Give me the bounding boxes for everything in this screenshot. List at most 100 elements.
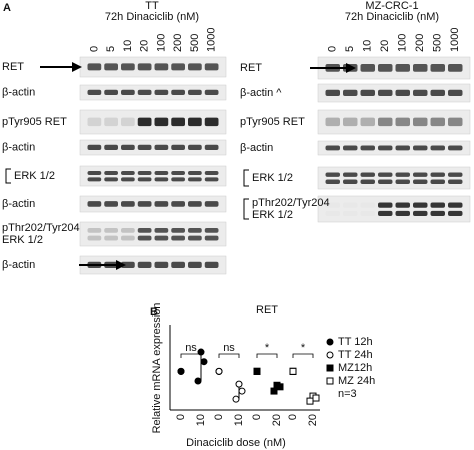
blot-band	[395, 89, 410, 97]
blot-strip	[317, 195, 471, 223]
blot-band	[104, 228, 118, 233]
significance-bracket	[256, 353, 278, 358]
panel-label: B	[150, 306, 158, 318]
dose-label: 5	[105, 46, 117, 52]
blot-band	[204, 261, 219, 269]
blot-band	[137, 177, 152, 182]
dose-label: 10	[122, 40, 134, 52]
dose-label: 20	[379, 40, 391, 52]
blot-band	[104, 171, 118, 175]
legend-marker	[326, 364, 334, 372]
dose-label: 500	[432, 34, 444, 52]
arrow-head	[346, 63, 356, 73]
data-point	[177, 367, 185, 375]
row-label: ERK 1/2	[252, 209, 293, 221]
blot-band	[171, 235, 185, 241]
data-point	[289, 367, 297, 375]
blot-band	[361, 203, 376, 208]
blot-strip	[79, 165, 227, 187]
blot-band	[430, 117, 445, 127]
blot-band	[87, 89, 102, 96]
data-point	[197, 348, 205, 356]
blot-band	[448, 179, 463, 184]
blot-band	[171, 228, 185, 233]
blot-band	[360, 64, 375, 72]
blot-band	[343, 211, 358, 216]
dose-label: 1000	[206, 28, 218, 52]
blot-band	[171, 177, 185, 182]
blot-band	[154, 177, 169, 182]
x-tick-label: 0	[251, 414, 263, 420]
blot-band	[204, 89, 219, 96]
blot-band	[171, 201, 185, 207]
blot-band	[343, 117, 358, 127]
blot-band	[395, 64, 410, 72]
blot-strip	[317, 83, 471, 103]
data-point	[270, 387, 278, 395]
blot-band	[204, 201, 219, 207]
data-point	[238, 387, 246, 395]
blot-band	[104, 235, 118, 241]
blot-band	[137, 261, 152, 269]
blot-band	[188, 201, 202, 207]
treatment: 72h Dinaciclib (nM)	[105, 11, 199, 23]
blot-strip	[79, 109, 227, 135]
blot-band	[121, 63, 135, 71]
dose-label: 5	[344, 46, 356, 52]
blot-band	[188, 117, 202, 127]
blot-band	[395, 117, 410, 127]
blot-strip	[317, 140, 471, 156]
dose-label: 500	[189, 34, 201, 52]
blot-band	[87, 228, 102, 233]
significance-label: ns	[185, 342, 197, 354]
blot-band	[137, 171, 152, 175]
blot-band	[137, 201, 152, 207]
x-tick-label: 10	[195, 414, 207, 426]
blot-band	[361, 211, 376, 216]
row-label: β-actin	[2, 86, 35, 98]
blot-strip	[79, 139, 227, 156]
row-label: pThr202/Tyr204	[252, 197, 330, 209]
blot-band	[325, 172, 340, 177]
blot-band	[395, 172, 410, 177]
cell-line: MZ-CRC-1	[365, 0, 418, 12]
blot-band	[87, 177, 102, 182]
blot-band	[137, 89, 152, 96]
data-point	[235, 380, 243, 388]
blot-band	[413, 210, 428, 217]
bracket	[243, 169, 249, 187]
data-point	[200, 358, 208, 366]
blot-strip	[317, 109, 471, 135]
blot-band	[121, 144, 135, 151]
legend-marker	[326, 338, 334, 346]
significance-bracket	[180, 353, 202, 358]
row-label: ERK 1/2	[2, 234, 43, 246]
blot-band	[343, 203, 358, 208]
blot-band	[121, 177, 135, 182]
blot-band	[104, 117, 118, 127]
blot-band	[104, 63, 118, 71]
blot-band	[188, 261, 202, 269]
blot-band	[378, 179, 393, 184]
blot-band	[87, 201, 102, 207]
blot-band	[154, 89, 169, 96]
row-label: β-actin	[2, 259, 35, 271]
panel-label: A	[3, 2, 11, 14]
dose-label: 10	[362, 40, 374, 52]
blot-band	[188, 144, 202, 151]
dose-label: 1000	[449, 28, 461, 52]
row-label: RET	[240, 62, 262, 74]
blot-band	[204, 63, 219, 71]
blot-band	[448, 145, 463, 151]
blot-band	[204, 177, 219, 182]
blot-band	[137, 228, 152, 233]
blot-band	[378, 64, 393, 72]
blot-band	[326, 211, 341, 216]
blot-band	[343, 145, 358, 151]
blot-band	[448, 64, 463, 72]
row-label: β-actin	[2, 198, 35, 210]
blot-band	[87, 235, 102, 241]
legend-label: MZ12h	[338, 362, 372, 374]
blot-band	[121, 117, 135, 127]
x-tick-label: 0	[213, 414, 225, 420]
